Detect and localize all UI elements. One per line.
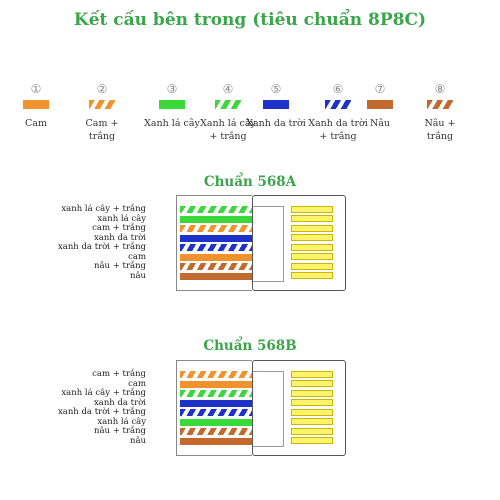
wire [180, 380, 260, 388]
legend-item: ⑥ Xanh da trời + trắng [308, 82, 368, 143]
contact-pin [291, 224, 333, 232]
legend-number: ⑥ [332, 82, 344, 96]
legend-label: Cam + trắng [85, 118, 119, 142]
legend-item: ⑧ Nâu + trắng [410, 82, 470, 143]
legend-color-bar [263, 100, 289, 109]
legend-label: Cam [25, 118, 47, 129]
rj45-connector [252, 195, 346, 291]
contact-pin [291, 418, 333, 425]
legend-number: ③ [166, 82, 178, 96]
wire-label: xanh lá cây [97, 213, 146, 224]
wire-label: cam + trắng [92, 223, 146, 233]
contact-pin [291, 399, 333, 406]
wire-label: xanh lá cây [97, 416, 146, 427]
plug-body [176, 360, 252, 456]
contact-pin [291, 262, 333, 270]
contact-pin [291, 380, 333, 387]
legend-color-bar [215, 100, 241, 109]
legend-number: ② [96, 82, 108, 96]
legend-item: ④ Xanh lá cây + trắng [198, 82, 258, 143]
standard-568a-diagram: xanh lá cây + trắng xanh lá cây cam + trắn… [0, 195, 500, 305]
legend-item: ⑦ Nâu [350, 82, 410, 130]
wire [180, 215, 260, 223]
wire-label: cam [128, 251, 146, 262]
wire-label: xanh lá cây + trắng [61, 204, 146, 214]
legend-item: ③ Xanh lá cây [142, 82, 202, 130]
wire [180, 409, 260, 416]
wire-label: nâu [129, 435, 146, 446]
legend-label: Xanh lá cây + trắng [200, 118, 256, 142]
legend-label: Nâu [369, 118, 391, 129]
wire [180, 399, 260, 407]
legend-color-bar [325, 100, 351, 109]
contact-pin [291, 437, 333, 444]
legend-item: ① Cam [6, 82, 66, 130]
contact-pin [291, 205, 333, 213]
legend-label: Xanh lá cây [144, 118, 200, 129]
wire-label: cam [128, 378, 146, 389]
wire-label: xanh da trời + trắng [57, 407, 146, 417]
wire-label: cam + trắng [92, 369, 146, 379]
wire-label: xanh da trời [93, 232, 146, 243]
plug-body [176, 195, 252, 291]
standard-568b-diagram: cam + trắng cam xanh lá cây + trắng xanh da… [0, 360, 500, 470]
wire [180, 418, 260, 426]
wire [180, 272, 260, 280]
wire [180, 244, 260, 251]
legend-label: Nâu + trắng [424, 118, 456, 142]
wire [180, 263, 260, 270]
page-title: Kết cấu bên trong (tiêu chuẩn 8P8C) [73, 10, 427, 30]
wire-label: nâu [129, 270, 146, 281]
contact-pin [291, 427, 333, 435]
wire-label: nâu + trắng [93, 261, 146, 271]
contact-pin [291, 272, 333, 279]
wire [180, 225, 260, 232]
legend-number: ⑦ [374, 82, 386, 96]
standard-568b-title: Chuẩn 568B [203, 338, 297, 354]
wire-label: xanh lá cây + trắng [61, 388, 146, 398]
wire [180, 206, 260, 213]
wire-label: nâu + trắng [93, 426, 146, 436]
legend-label: Xanh da trời [246, 118, 306, 129]
legend-color-bar [427, 100, 453, 109]
connector-mold [253, 371, 284, 447]
wire [180, 428, 260, 435]
wire [180, 234, 260, 242]
wire [180, 437, 260, 445]
contact-pin [291, 253, 333, 260]
contact-pin [291, 215, 333, 222]
legend-item: ② Cam + trắng [72, 82, 132, 143]
wire [180, 390, 260, 397]
contact-pin [291, 408, 333, 416]
legend-number: ① [30, 82, 42, 96]
legend-color-bar [159, 100, 185, 109]
legend-color-bar [367, 100, 393, 109]
wire-label: xanh da trời + trắng [57, 242, 146, 252]
contact-pin [291, 234, 333, 241]
legend-item: ⑤ Xanh da trời [246, 82, 306, 130]
legend-number: ④ [222, 82, 234, 96]
connector-mold [253, 206, 284, 282]
legend-label: Xanh da trời + trắng [308, 118, 368, 142]
legend-number: ⑤ [270, 82, 282, 96]
wire [180, 253, 260, 261]
color-legend: ① Cam ② Cam + trắng ③ Xanh lá cây ④ Xanh lá cây… [0, 82, 500, 152]
contact-pin [291, 389, 333, 397]
wire-label: xanh da trời [93, 397, 146, 408]
contact-pin [291, 243, 333, 251]
rj45-connector [252, 360, 346, 456]
legend-color-bar [23, 100, 49, 109]
standard-568a-title: Chuẩn 568A [203, 174, 297, 190]
legend-color-bar [89, 100, 115, 109]
legend-number: ⑧ [434, 82, 446, 96]
contact-pin [291, 370, 333, 378]
wire [180, 371, 260, 378]
